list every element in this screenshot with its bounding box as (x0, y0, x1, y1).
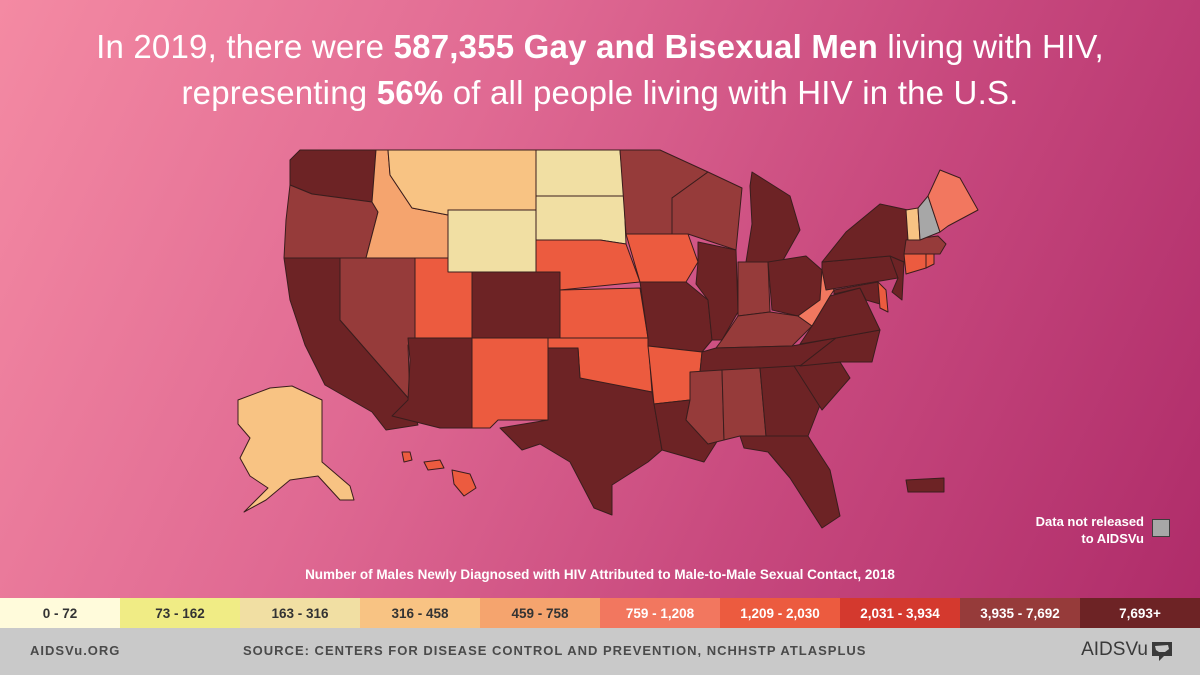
state-TX[interactable] (499, 347, 663, 516)
no-data-swatch (1152, 519, 1170, 537)
state-CT[interactable] (903, 251, 927, 275)
state-MT[interactable] (387, 149, 537, 216)
legend-bin-10: 7,693+ (1080, 598, 1200, 628)
state-NC[interactable] (799, 329, 881, 367)
headline-line-1: In 2019, there were 587,355 Gay and Bise… (96, 28, 1104, 65)
state-IN[interactable] (737, 261, 771, 317)
state-AK[interactable] (237, 385, 355, 513)
state-HI[interactable] (401, 451, 477, 497)
legend-bin-8: 2,031 - 3,934 (840, 598, 960, 628)
state-ME[interactable] (927, 169, 979, 233)
state-PR[interactable] (905, 477, 945, 493)
legend-bin-9: 3,935 - 7,692 (960, 598, 1080, 628)
state-CO[interactable] (471, 271, 561, 339)
gay-bisexual-count: 587,355 Gay and Bisexual Men (393, 28, 878, 65)
state-DE[interactable] (877, 281, 889, 313)
legend-bin-5: 459 - 758 (480, 598, 600, 628)
site-link[interactable]: AIDSVu.ORG (30, 643, 121, 658)
us-choropleth-map (237, 149, 979, 529)
legend-bin-2: 73 - 162 (120, 598, 240, 628)
legend-bin-7: 1,209 - 2,030 (720, 598, 840, 628)
legend: 0 - 72 73 - 162 163 - 316 316 - 458 459 - 75… (0, 598, 1200, 628)
brand-logo-text: AIDSVu (1081, 639, 1148, 660)
legend-bin-4: 316 - 458 (360, 598, 480, 628)
legend-bin-3: 163 - 316 (240, 598, 360, 628)
footer: AIDSVu.ORG SOURCE: CENTERS FOR DISEASE C… (0, 628, 1200, 675)
state-NY[interactable] (821, 203, 909, 263)
no-data-label: Data not released to AIDSVu (1035, 514, 1144, 546)
legend-bin-1: 0 - 72 (0, 598, 120, 628)
state-WY[interactable] (447, 209, 537, 273)
state-MI[interactable] (745, 171, 801, 263)
percent-value: 56% (376, 74, 444, 111)
state-AL[interactable] (721, 367, 767, 441)
headline: In 2019, there were 587,355 Gay and Bise… (0, 24, 1200, 116)
us-map-chat-icon (1152, 642, 1172, 661)
legend-bin-6: 759 - 1,208 (600, 598, 720, 628)
state-ND[interactable] (535, 149, 625, 197)
state-NM[interactable] (471, 337, 549, 429)
state-SD[interactable] (535, 195, 627, 245)
source-text: SOURCE: CENTERS FOR DISEASE CONTROL AND … (243, 643, 867, 658)
state-MO[interactable] (639, 281, 713, 353)
legend-title: Number of Males Newly Diagnosed with HIV… (305, 567, 895, 582)
headline-line-2: representing 56% of all people living wi… (181, 74, 1019, 111)
state-FL[interactable] (739, 435, 841, 529)
state-KS[interactable] (559, 287, 649, 339)
state-IL[interactable] (695, 241, 739, 341)
state-NE[interactable] (535, 239, 641, 291)
